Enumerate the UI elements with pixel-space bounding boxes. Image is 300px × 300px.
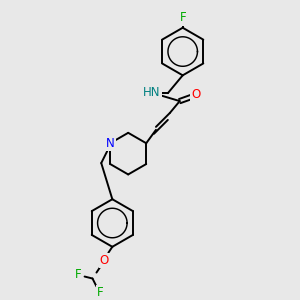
- Text: O: O: [191, 88, 200, 101]
- Text: F: F: [179, 11, 186, 24]
- Text: F: F: [97, 286, 104, 299]
- Text: HN: HN: [143, 86, 161, 99]
- Text: N: N: [106, 137, 115, 150]
- Text: F: F: [75, 268, 82, 281]
- Text: O: O: [100, 254, 109, 267]
